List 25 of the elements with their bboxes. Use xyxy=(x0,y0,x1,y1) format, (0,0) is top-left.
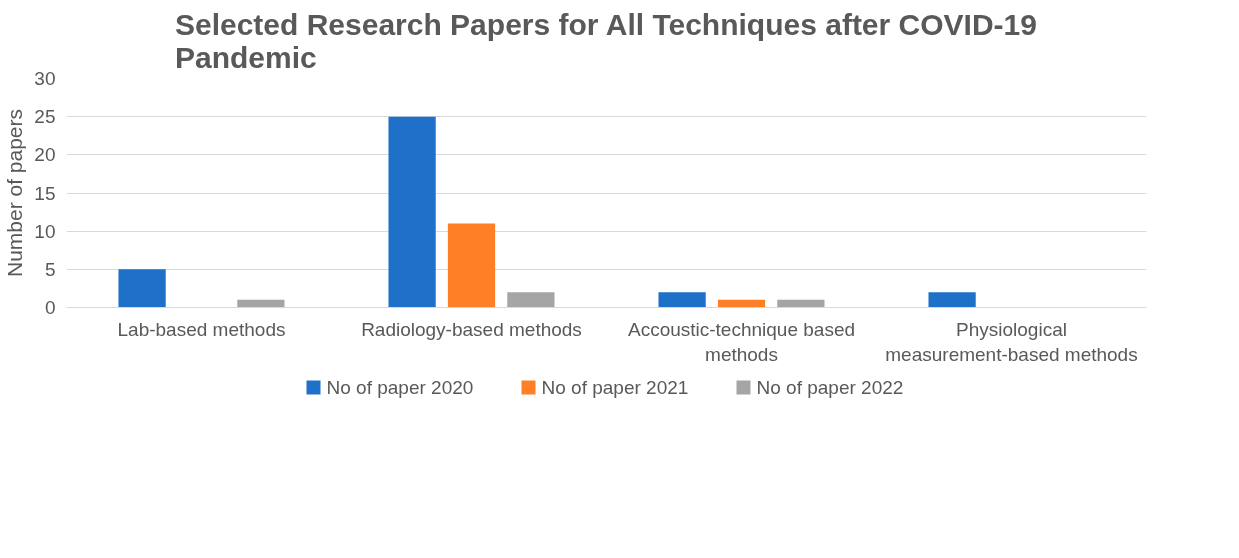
legend-label: No of paper 2020 xyxy=(326,377,474,398)
x-tick-label: Physiological measurement-based methods xyxy=(885,318,1138,365)
bar xyxy=(928,292,976,308)
legend-label: No of paper 2021 xyxy=(541,377,689,398)
x-tick-label: Radiology-based methods xyxy=(361,318,582,340)
y-tick-label: 25 xyxy=(34,106,56,128)
y-tick-label: 30 xyxy=(34,68,56,89)
legend-label: No of paper 2022 xyxy=(756,377,904,398)
bar xyxy=(507,292,555,308)
y-tick-label: 0 xyxy=(44,297,56,318)
bar xyxy=(447,223,496,308)
bar xyxy=(777,299,825,308)
y-tick-label: 15 xyxy=(34,182,56,204)
bar xyxy=(388,116,436,308)
y-tick-label: 5 xyxy=(44,258,56,280)
y-tick-label: 20 xyxy=(34,144,56,166)
x-tick-label: Accoustic-technique based methods xyxy=(627,318,856,365)
bar xyxy=(658,292,706,308)
bar xyxy=(118,269,166,308)
y-axis-title: Number of papers xyxy=(3,108,27,278)
bar xyxy=(237,299,285,308)
chart-title: Selected Research Papers for All Techniques after COVID-19 Pandemic xyxy=(174,7,1037,74)
bar xyxy=(717,299,766,308)
x-tick-label: Lab-based methods xyxy=(117,318,286,340)
y-tick-label: 10 xyxy=(34,220,56,242)
